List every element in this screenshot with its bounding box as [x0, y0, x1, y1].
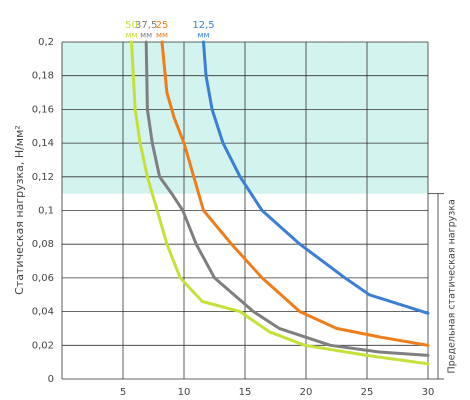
y-tick-label: 0,16: [32, 104, 54, 115]
legend-label: 50: [125, 20, 138, 31]
legend-label: 37,5: [135, 20, 157, 31]
series-line: [144, 40, 430, 357]
y-tick-label: 0,14: [32, 138, 54, 149]
y-tick-label: 0,1: [38, 206, 54, 217]
x-tick-label: 5: [120, 387, 126, 398]
y-axis-title: Статическая нагрузка, Н/мм²: [13, 125, 26, 295]
y-tick-label: 0,02: [32, 340, 54, 351]
legend-unit: мм: [126, 31, 138, 40]
x-tick-label: 10: [178, 387, 191, 398]
annotation: Предельная статическая нагрузка: [447, 199, 458, 373]
y-tick-label: 0,04: [32, 307, 54, 318]
series-line: [202, 40, 430, 315]
x-tick-label: 30: [422, 387, 435, 398]
legend-label: 25: [156, 20, 169, 31]
legend-unit: мм: [140, 31, 152, 40]
y-tick-label: 0,2: [38, 37, 54, 48]
y-tick-label: 0,12: [32, 172, 54, 183]
legend-label: 12,5: [192, 20, 214, 31]
x-tick-label: 15: [239, 387, 252, 398]
y-tick-label: 0: [48, 374, 54, 385]
y-tick-label: 0,08: [32, 239, 54, 250]
y-tick-label: 0,18: [32, 71, 54, 82]
y-tick-label: 0,06: [32, 273, 54, 284]
legend-unit: мм: [197, 31, 209, 40]
x-tick-label: 20: [300, 387, 313, 398]
x-tick-label: 25: [361, 387, 374, 398]
legend-unit: мм: [156, 31, 168, 40]
series-line: [130, 40, 430, 366]
series-line: [160, 40, 430, 347]
